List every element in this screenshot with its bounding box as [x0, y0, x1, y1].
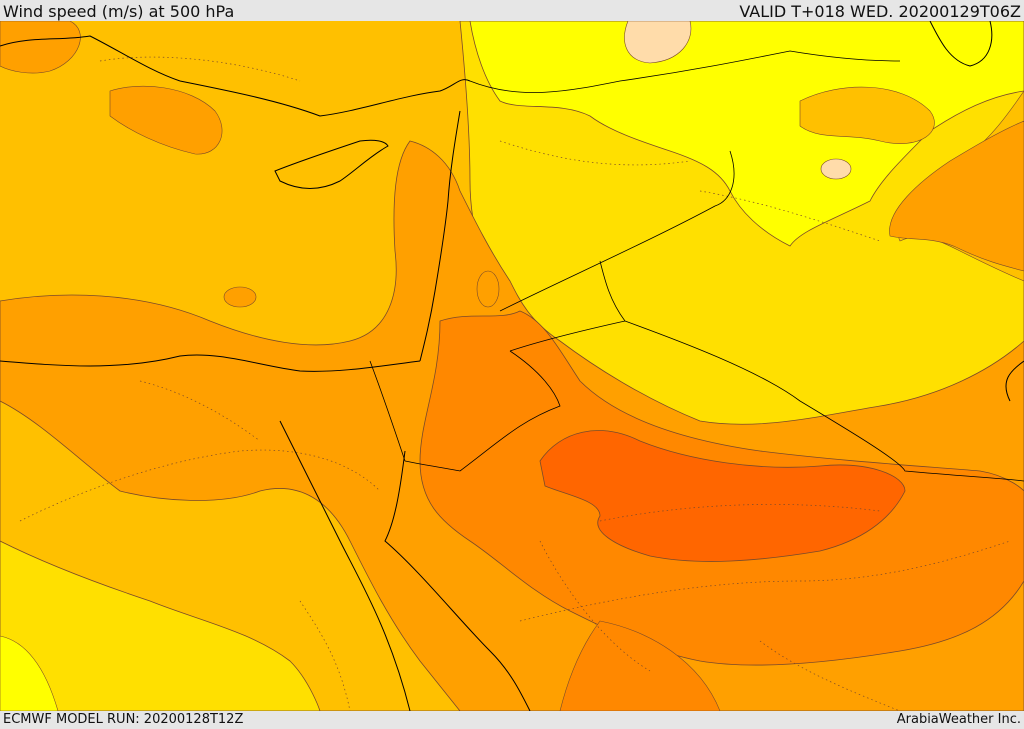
coastlines [0, 21, 1024, 711]
dotted-contour [139, 380, 261, 442]
calm-spot-north [624, 21, 692, 64]
small-orange-spot [223, 286, 257, 308]
border [469, 50, 901, 93]
coastline [179, 79, 471, 117]
dotted-contour [759, 640, 901, 711]
coastline [279, 420, 411, 711]
dotted-contours [19, 56, 1011, 711]
map-title: Wind speed (m/s) at 500 hPa [3, 2, 235, 21]
calm-spot-east [820, 158, 852, 180]
cyprus-coastline [274, 139, 389, 189]
border [509, 320, 626, 352]
border [499, 150, 735, 312]
credit: ArabiaWeather Inc. [896, 712, 1021, 727]
coastline [929, 21, 993, 67]
nw-orange-patch [109, 85, 223, 155]
south-strong-band [559, 620, 721, 711]
dotted-contour [539, 540, 651, 672]
border [369, 360, 406, 462]
ne-orange-patch [799, 86, 935, 144]
east-deep-patch [889, 120, 1024, 272]
jordan-orange-spot [476, 270, 500, 308]
coastline [1005, 360, 1024, 402]
model-run: ECMWF MODEL RUN: 20200128T12Z [3, 712, 244, 727]
coastline [0, 354, 421, 372]
dotted-contour [599, 504, 881, 522]
dotted-contour [519, 540, 1011, 622]
border [404, 460, 461, 472]
dotted-contour [99, 56, 301, 82]
coastline [384, 450, 531, 711]
sw-bright-patch [0, 635, 59, 711]
nw-orange-patch-2 [0, 21, 81, 74]
coastline [0, 35, 181, 82]
jet-core [539, 430, 906, 562]
sw-light-band [0, 540, 321, 711]
coastline [419, 110, 461, 362]
footer-bar: ECMWF MODEL RUN: 20200128T12Z ArabiaWeat… [0, 711, 1024, 729]
wind-speed-map [0, 21, 1024, 711]
borders [369, 50, 1024, 482]
border [459, 350, 561, 472]
valid-time: VALID T+018 WED. 20200129T06Z [739, 2, 1021, 21]
header-bar: Wind speed (m/s) at 500 hPa VALID T+018 … [0, 0, 1024, 21]
border [599, 260, 1024, 482]
